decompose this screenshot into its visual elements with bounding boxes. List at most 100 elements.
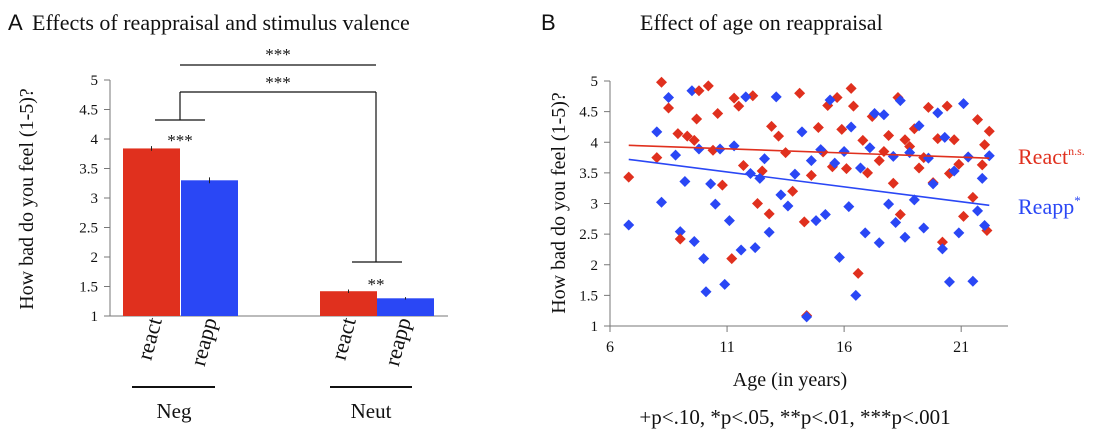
reapp-point — [953, 227, 965, 239]
panel-b-y-tick-label: 1.5 — [579, 288, 598, 304]
reapp-point — [983, 150, 995, 162]
react-point — [883, 130, 895, 142]
react-point — [773, 130, 785, 142]
reapp-point — [700, 286, 712, 298]
react-point — [983, 125, 995, 137]
panel-b-x-axis: 6 11 16 21 — [606, 326, 969, 356]
react-point — [691, 113, 703, 125]
reapp-point — [651, 126, 663, 138]
react-trendline — [628, 144, 990, 159]
reapp-point — [850, 289, 862, 301]
react-point — [812, 122, 824, 134]
reapp-point — [838, 145, 850, 157]
panel-a-y-tick-label: 4 — [91, 132, 99, 148]
panel-a-title: Effects of reappraisal and stimulus vale… — [32, 10, 410, 35]
panel-a-y-tick-label: 3 — [91, 191, 99, 207]
panel-b-y-tick-label: 4 — [591, 135, 599, 151]
react-point — [887, 177, 899, 189]
react-point — [674, 233, 686, 245]
reapp-point — [749, 242, 761, 254]
reapp-point — [894, 95, 906, 107]
reapp-point — [972, 205, 984, 217]
panel-b-x-axis-label: Age (in years) — [733, 369, 847, 391]
legend-reapp-label: Reapp — [1018, 194, 1074, 219]
reapp-point — [948, 165, 960, 177]
react-point — [794, 87, 806, 99]
reapp-point — [623, 219, 635, 231]
bar-neg-reapp — [181, 180, 238, 316]
reapp-point — [686, 85, 698, 97]
panel-a-y-tick-label: 1 — [91, 309, 99, 325]
reapp-point — [967, 275, 979, 287]
reapp-point — [883, 198, 895, 210]
react-point — [976, 159, 988, 171]
reapp-point — [656, 196, 668, 208]
reapp-point — [801, 311, 813, 323]
panel-b-x-tick-label: 11 — [719, 339, 734, 356]
reapp-point — [810, 215, 822, 227]
reapp-point — [887, 150, 899, 162]
reapp-point — [789, 168, 801, 180]
reapp-point — [845, 121, 857, 133]
react-point — [904, 141, 916, 153]
react-point — [805, 169, 817, 181]
panel-b-y-axis-label: How bad do you feel (1-5)? — [548, 92, 570, 314]
react-point — [737, 160, 749, 172]
reapp-point — [904, 147, 916, 159]
reapp-point — [805, 155, 817, 167]
react-point — [733, 100, 745, 112]
panel-b-y-tick-label: 4.5 — [579, 105, 598, 121]
bar-label-neg-reapp: reapp — [185, 315, 222, 369]
react-point — [623, 171, 635, 183]
react-point — [953, 158, 965, 170]
reapp-point — [679, 175, 691, 187]
panel-b-y-tick-label: 1 — [591, 319, 599, 335]
panel-a-y-tick-label: 5 — [91, 73, 99, 89]
react-point — [688, 134, 700, 146]
reapp-point — [763, 226, 775, 238]
panel-b-title: Effect of age on reappraisal — [640, 10, 883, 35]
reapp-point — [939, 131, 951, 143]
group-label-neut: Neut — [351, 399, 392, 423]
legend-react-sup: n.s. — [1068, 144, 1085, 158]
reapp-point — [890, 216, 902, 228]
panel-b-x-tick-label: 6 — [606, 339, 614, 356]
reapp-point — [709, 198, 721, 210]
reapp-point — [759, 153, 771, 165]
react-point — [766, 120, 778, 132]
panel-b-y-tick-label: 5 — [591, 74, 599, 90]
reapp-point — [918, 222, 930, 234]
reapp-point — [859, 227, 871, 239]
react-point — [798, 216, 810, 228]
panel-b-y-tick-label: 3 — [591, 197, 599, 213]
panel-a-y-tick-label: 2 — [91, 250, 99, 266]
reapp-trendline — [628, 158, 990, 207]
react-point — [967, 191, 979, 203]
reapp-point — [670, 149, 682, 161]
reapp-point — [829, 157, 841, 169]
reapp-point — [927, 178, 939, 190]
reapp-point — [932, 107, 944, 119]
react-point — [726, 253, 738, 265]
panel-a-y-tick-label: 4.5 — [79, 103, 98, 119]
sig-middle: *** — [265, 73, 291, 92]
react-point — [712, 107, 724, 119]
reapp-point — [688, 235, 700, 247]
panel-b: B Effect of age on reappraisal How bad d… — [541, 10, 1085, 391]
group-label-neg: Neg — [157, 399, 192, 423]
legend-reapp-sup: * — [1074, 193, 1081, 208]
reapp-point — [899, 231, 911, 243]
panel-a: A Effects of reappraisal and stimulus va… — [8, 10, 448, 423]
bar-label-neg-react: react — [132, 315, 167, 363]
react-point — [728, 92, 740, 104]
react-point — [763, 208, 775, 220]
sig-neut-bars: ** — [368, 275, 385, 294]
reapp-point — [744, 167, 756, 179]
react-point — [913, 162, 925, 174]
bar-neut-react — [320, 291, 377, 316]
react-point — [787, 185, 799, 197]
react-point — [873, 155, 885, 167]
react-point — [936, 236, 948, 248]
reapp-point — [873, 237, 885, 249]
reapp-point — [698, 253, 710, 265]
